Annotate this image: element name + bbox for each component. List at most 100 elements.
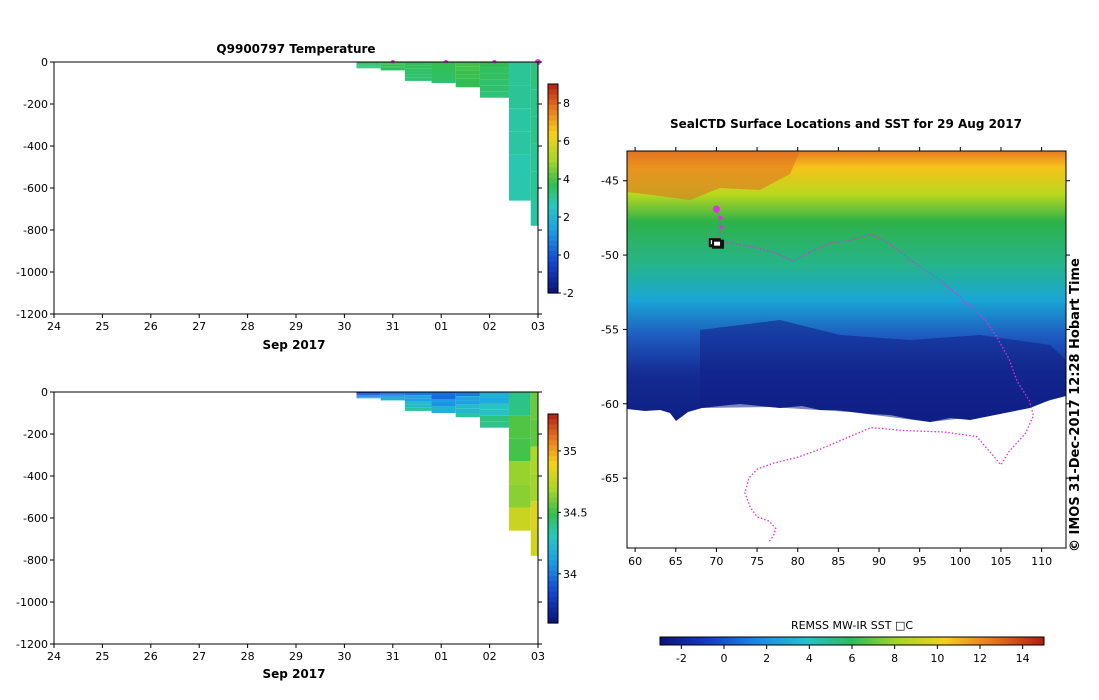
sal-x-tick-label: 27: [192, 650, 206, 663]
temp-colorbar-step: [548, 167, 558, 174]
temp-colorbar-step: [548, 120, 558, 127]
temp-x-tick-label: 25: [95, 320, 109, 333]
sal-colorbar-step: [548, 591, 558, 598]
temp-x-tick-label: 31: [386, 320, 400, 333]
sal-cell: [530, 419, 538, 447]
sal-cell: [356, 393, 381, 395]
sal-colorbar-step: [548, 445, 558, 452]
sal-x-tick-label: 30: [337, 650, 351, 663]
sal-cell: [431, 402, 456, 406]
map-x-tick-label: 105: [990, 555, 1011, 568]
temp-y-tick-label: -1000: [16, 266, 48, 279]
sal-cell: [380, 394, 405, 397]
sal-colorbar-step: [548, 513, 558, 520]
sal-cell: [431, 392, 456, 396]
salinity-plot-frame: [53, 391, 539, 645]
sal-cell: [356, 392, 381, 394]
sal-cell: [356, 397, 381, 399]
map-y-tick-label: -55: [601, 323, 619, 336]
temp-y-tick-label: -1200: [16, 308, 48, 321]
temp-y-tick-label: -400: [23, 140, 48, 153]
sal-colorbar-step: [548, 424, 558, 431]
sal-colorbar-step: [548, 492, 558, 499]
float-marker: [712, 205, 720, 213]
temp-cell: [356, 67, 381, 69]
sal-colorbar-step: [548, 497, 558, 504]
sal-cell: [455, 408, 480, 413]
sal-colorbar-step: [548, 539, 558, 546]
sal-cell: [455, 392, 480, 397]
temp-colorbar-tick-label: 8: [563, 97, 570, 110]
temp-y-tick-label: -200: [23, 98, 48, 111]
temperature-colorbar: 8 6 4 2 0 -2: [547, 83, 574, 300]
sal-x-tick-label: 26: [144, 650, 158, 663]
sst-colorbar-tick-label: 10: [930, 652, 944, 665]
temp-cell: [404, 62, 432, 66]
temp-cell: [455, 66, 480, 71]
sal-cell: [404, 398, 432, 402]
temp-colorbar-tick-label: 6: [563, 135, 570, 148]
sal-cell: [508, 438, 531, 462]
sal-x-tick-label: 01: [434, 650, 448, 663]
sal-cell: [508, 415, 531, 439]
temp-x-tick-label: 30: [337, 320, 351, 333]
temp-colorbar-step: [548, 261, 558, 268]
sal-cell: [404, 401, 432, 405]
temp-colorbar-step: [548, 225, 558, 231]
temp-cell: [508, 177, 531, 201]
temp-colorbar-step: [548, 89, 558, 96]
sal-x-tick-label: 24: [47, 650, 61, 663]
temp-cell: [431, 62, 456, 66]
map-x-tick-label: 65: [669, 555, 683, 568]
sal-colorbar-step: [548, 502, 558, 509]
temperature-data-cells: [356, 62, 538, 226]
sal-cell: [356, 395, 381, 397]
sal-y-tick-label: -1000: [16, 596, 48, 609]
sal-x-tick-label: 29: [289, 650, 303, 663]
temp-cell: [356, 62, 381, 64]
temp-cell: [530, 171, 538, 199]
sal-cell: [530, 446, 538, 474]
temp-colorbar-step: [548, 272, 558, 278]
temp-colorbar-step: [548, 209, 558, 216]
float-marker: [719, 224, 724, 229]
sal-colorbar-step: [548, 607, 558, 614]
sal-colorbar-step: [548, 617, 558, 624]
temp-colorbar-step: [548, 94, 558, 101]
sst-colorbar-tick-label: 4: [806, 652, 813, 665]
sal-y-tick-label: -600: [23, 512, 48, 525]
sst-colorbar-tick-label: 6: [849, 652, 856, 665]
sal-colorbar-tick-label: 34: [563, 568, 577, 581]
temp-colorbar-step: [548, 193, 558, 200]
temp-y-tick-label: 0: [41, 56, 48, 69]
sal-x-tick-label: 25: [95, 650, 109, 663]
temp-colorbar-step: [548, 251, 558, 258]
temp-colorbar-tick-label: 2: [563, 211, 570, 224]
sal-y-tick-label: -800: [23, 554, 48, 567]
temp-colorbar-step: [548, 162, 558, 169]
sal-colorbar-step: [548, 414, 558, 420]
temp-cell: [380, 63, 405, 65]
salinity-x-label: Sep 2017: [262, 667, 326, 681]
map-x-tick-label: 75: [750, 555, 764, 568]
sal-cell: [530, 501, 538, 529]
sal-x-tick-label: 31: [386, 650, 400, 663]
temp-cell: [479, 91, 509, 98]
temperature-chart-title: Q9900797 Temperature: [216, 42, 376, 56]
sst-colorbar-tick-label: 0: [721, 652, 728, 665]
sal-cell: [530, 528, 538, 556]
temp-colorbar-step: [548, 198, 558, 205]
sal-colorbar-step: [548, 523, 558, 530]
temp-colorbar-step: [548, 230, 558, 237]
temp-cell: [356, 66, 381, 68]
sal-cell: [508, 461, 531, 485]
temp-cell: [530, 89, 538, 117]
sst-cold-patch: [700, 320, 1066, 422]
temp-colorbar-step: [548, 125, 558, 132]
sal-colorbar-tick-label: 35: [563, 445, 577, 458]
temp-y-tick-label: -800: [23, 224, 48, 237]
sal-colorbar-step: [548, 450, 558, 457]
sal-colorbar-step: [548, 429, 558, 436]
sal-colorbar-step: [548, 434, 558, 441]
float-colored-points: [708, 238, 725, 249]
